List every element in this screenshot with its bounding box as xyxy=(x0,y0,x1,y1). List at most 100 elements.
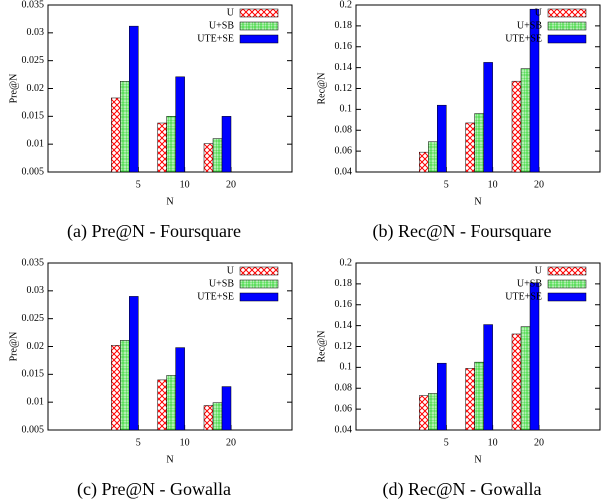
bar xyxy=(428,141,438,173)
y-tick-label: 0.03 xyxy=(27,27,45,38)
y-tick-label: 0.06 xyxy=(335,145,353,156)
bar xyxy=(483,324,493,431)
bar xyxy=(529,8,540,173)
bar xyxy=(203,143,214,173)
legend-swatch xyxy=(239,8,279,18)
legend-swatch xyxy=(547,279,587,289)
y-axis-label: Pre@N xyxy=(8,74,19,104)
x-tick-label: 5 xyxy=(444,437,449,448)
legend-swatch xyxy=(239,266,279,276)
y-tick-label: 0.01 xyxy=(27,396,45,407)
bar xyxy=(120,81,130,173)
y-tick-label: 0.14 xyxy=(335,62,353,73)
legend-label: U xyxy=(535,265,543,276)
caption: (b) Rec@N - Foursquare xyxy=(372,221,551,242)
legend-swatch xyxy=(239,279,279,289)
y-tick-label: 0.015 xyxy=(22,369,45,380)
x-tick-label: 20 xyxy=(226,179,236,190)
legend-swatch xyxy=(547,8,587,18)
chart-panel: 0.005 0.01 0.015 0.02 0.025 0.03 0.035 5 10 20 U U+… xyxy=(8,257,293,500)
bar xyxy=(221,386,232,431)
bar xyxy=(212,402,223,431)
chart-panel: 0.005 0.01 0.015 0.02 0.025 0.03 0.035 5 10 20 U U+… xyxy=(8,0,293,242)
y-tick-label: 0.025 xyxy=(22,55,45,66)
caption: (c) Pre@N - Gowalla xyxy=(77,479,231,500)
y-tick-label: 0.035 xyxy=(22,0,45,10)
y-tick-label: 0.025 xyxy=(22,313,45,324)
legend-label: U xyxy=(535,7,543,18)
legend-label: U+SB xyxy=(209,278,234,289)
bar xyxy=(483,62,493,173)
legend-swatch xyxy=(239,292,279,302)
y-tick-label: 0.16 xyxy=(335,41,353,52)
bar xyxy=(428,393,438,431)
legend-label: U+SB xyxy=(517,20,542,31)
bar xyxy=(419,151,429,173)
bar xyxy=(474,361,484,431)
x-tick-label: 10 xyxy=(180,437,190,448)
y-tick-label: 0.02 xyxy=(27,341,45,352)
x-tick-label: 20 xyxy=(226,437,236,448)
legend-label: UTE+SE xyxy=(505,291,542,302)
y-tick-label: 0.005 xyxy=(22,424,45,435)
y-tick-label: 0.04 xyxy=(335,424,353,435)
bar xyxy=(520,68,531,173)
y-tick-label: 0.06 xyxy=(335,403,353,414)
bar xyxy=(111,97,121,173)
bar xyxy=(157,379,167,431)
y-tick-label: 0.1 xyxy=(340,362,353,373)
legend-label: U xyxy=(227,7,235,18)
y-tick-label: 0.16 xyxy=(335,299,353,310)
bar xyxy=(129,25,139,173)
x-tick-label: 20 xyxy=(534,437,544,448)
bar xyxy=(166,375,176,431)
chart-panel: 0.04 0.06 0.08 0.1 0.12 0.14 0.16 0.18 0.2 5 10 20 U… xyxy=(316,0,601,242)
caption: (d) Rec@N - Gowalla xyxy=(382,479,541,500)
bar xyxy=(111,345,121,431)
y-tick-label: 0.2 xyxy=(340,0,353,10)
y-tick-label: 0.01 xyxy=(27,138,45,149)
bar xyxy=(203,405,214,431)
bar xyxy=(221,116,232,173)
y-tick-label: 0.015 xyxy=(22,111,45,122)
y-tick-label: 0.08 xyxy=(335,383,353,394)
bar xyxy=(166,116,176,173)
bar xyxy=(157,122,167,173)
x-tick-label: 10 xyxy=(488,437,498,448)
y-tick-label: 0.03 xyxy=(27,285,45,296)
legend-swatch xyxy=(547,292,587,302)
y-tick-label: 0.035 xyxy=(22,257,45,268)
bar xyxy=(520,326,531,431)
legend-swatch xyxy=(239,21,279,31)
bar xyxy=(129,296,139,431)
legend-label: U xyxy=(227,265,235,276)
bar xyxy=(175,347,185,431)
chart-panel: 0.04 0.06 0.08 0.1 0.12 0.14 0.16 0.18 0.2 5 10 20 U… xyxy=(316,257,601,500)
legend-label: UTE+SE xyxy=(505,33,542,44)
bar xyxy=(474,113,484,173)
legend-swatch xyxy=(547,266,587,276)
bar xyxy=(529,282,540,431)
y-tick-label: 0.04 xyxy=(335,166,353,177)
bar xyxy=(419,395,429,431)
legend-swatch xyxy=(547,21,587,31)
x-tick-label: 5 xyxy=(136,437,141,448)
bar xyxy=(437,104,447,173)
y-tick-label: 0.18 xyxy=(335,20,353,31)
y-tick-label: 0.18 xyxy=(335,278,353,289)
legend-swatch xyxy=(547,34,587,44)
y-tick-label: 0.005 xyxy=(22,166,45,177)
x-tick-label: 5 xyxy=(136,179,141,190)
x-axis-label: N xyxy=(474,454,481,465)
x-axis-label: N xyxy=(166,196,173,207)
y-tick-label: 0.14 xyxy=(335,320,353,331)
bar xyxy=(437,362,447,431)
bar xyxy=(120,340,130,431)
y-tick-label: 0.08 xyxy=(335,125,353,136)
bar xyxy=(465,122,475,173)
legend-label: UTE+SE xyxy=(197,291,234,302)
x-tick-label: 20 xyxy=(534,179,544,190)
bar xyxy=(212,138,223,173)
legend-label: UTE+SE xyxy=(197,33,234,44)
